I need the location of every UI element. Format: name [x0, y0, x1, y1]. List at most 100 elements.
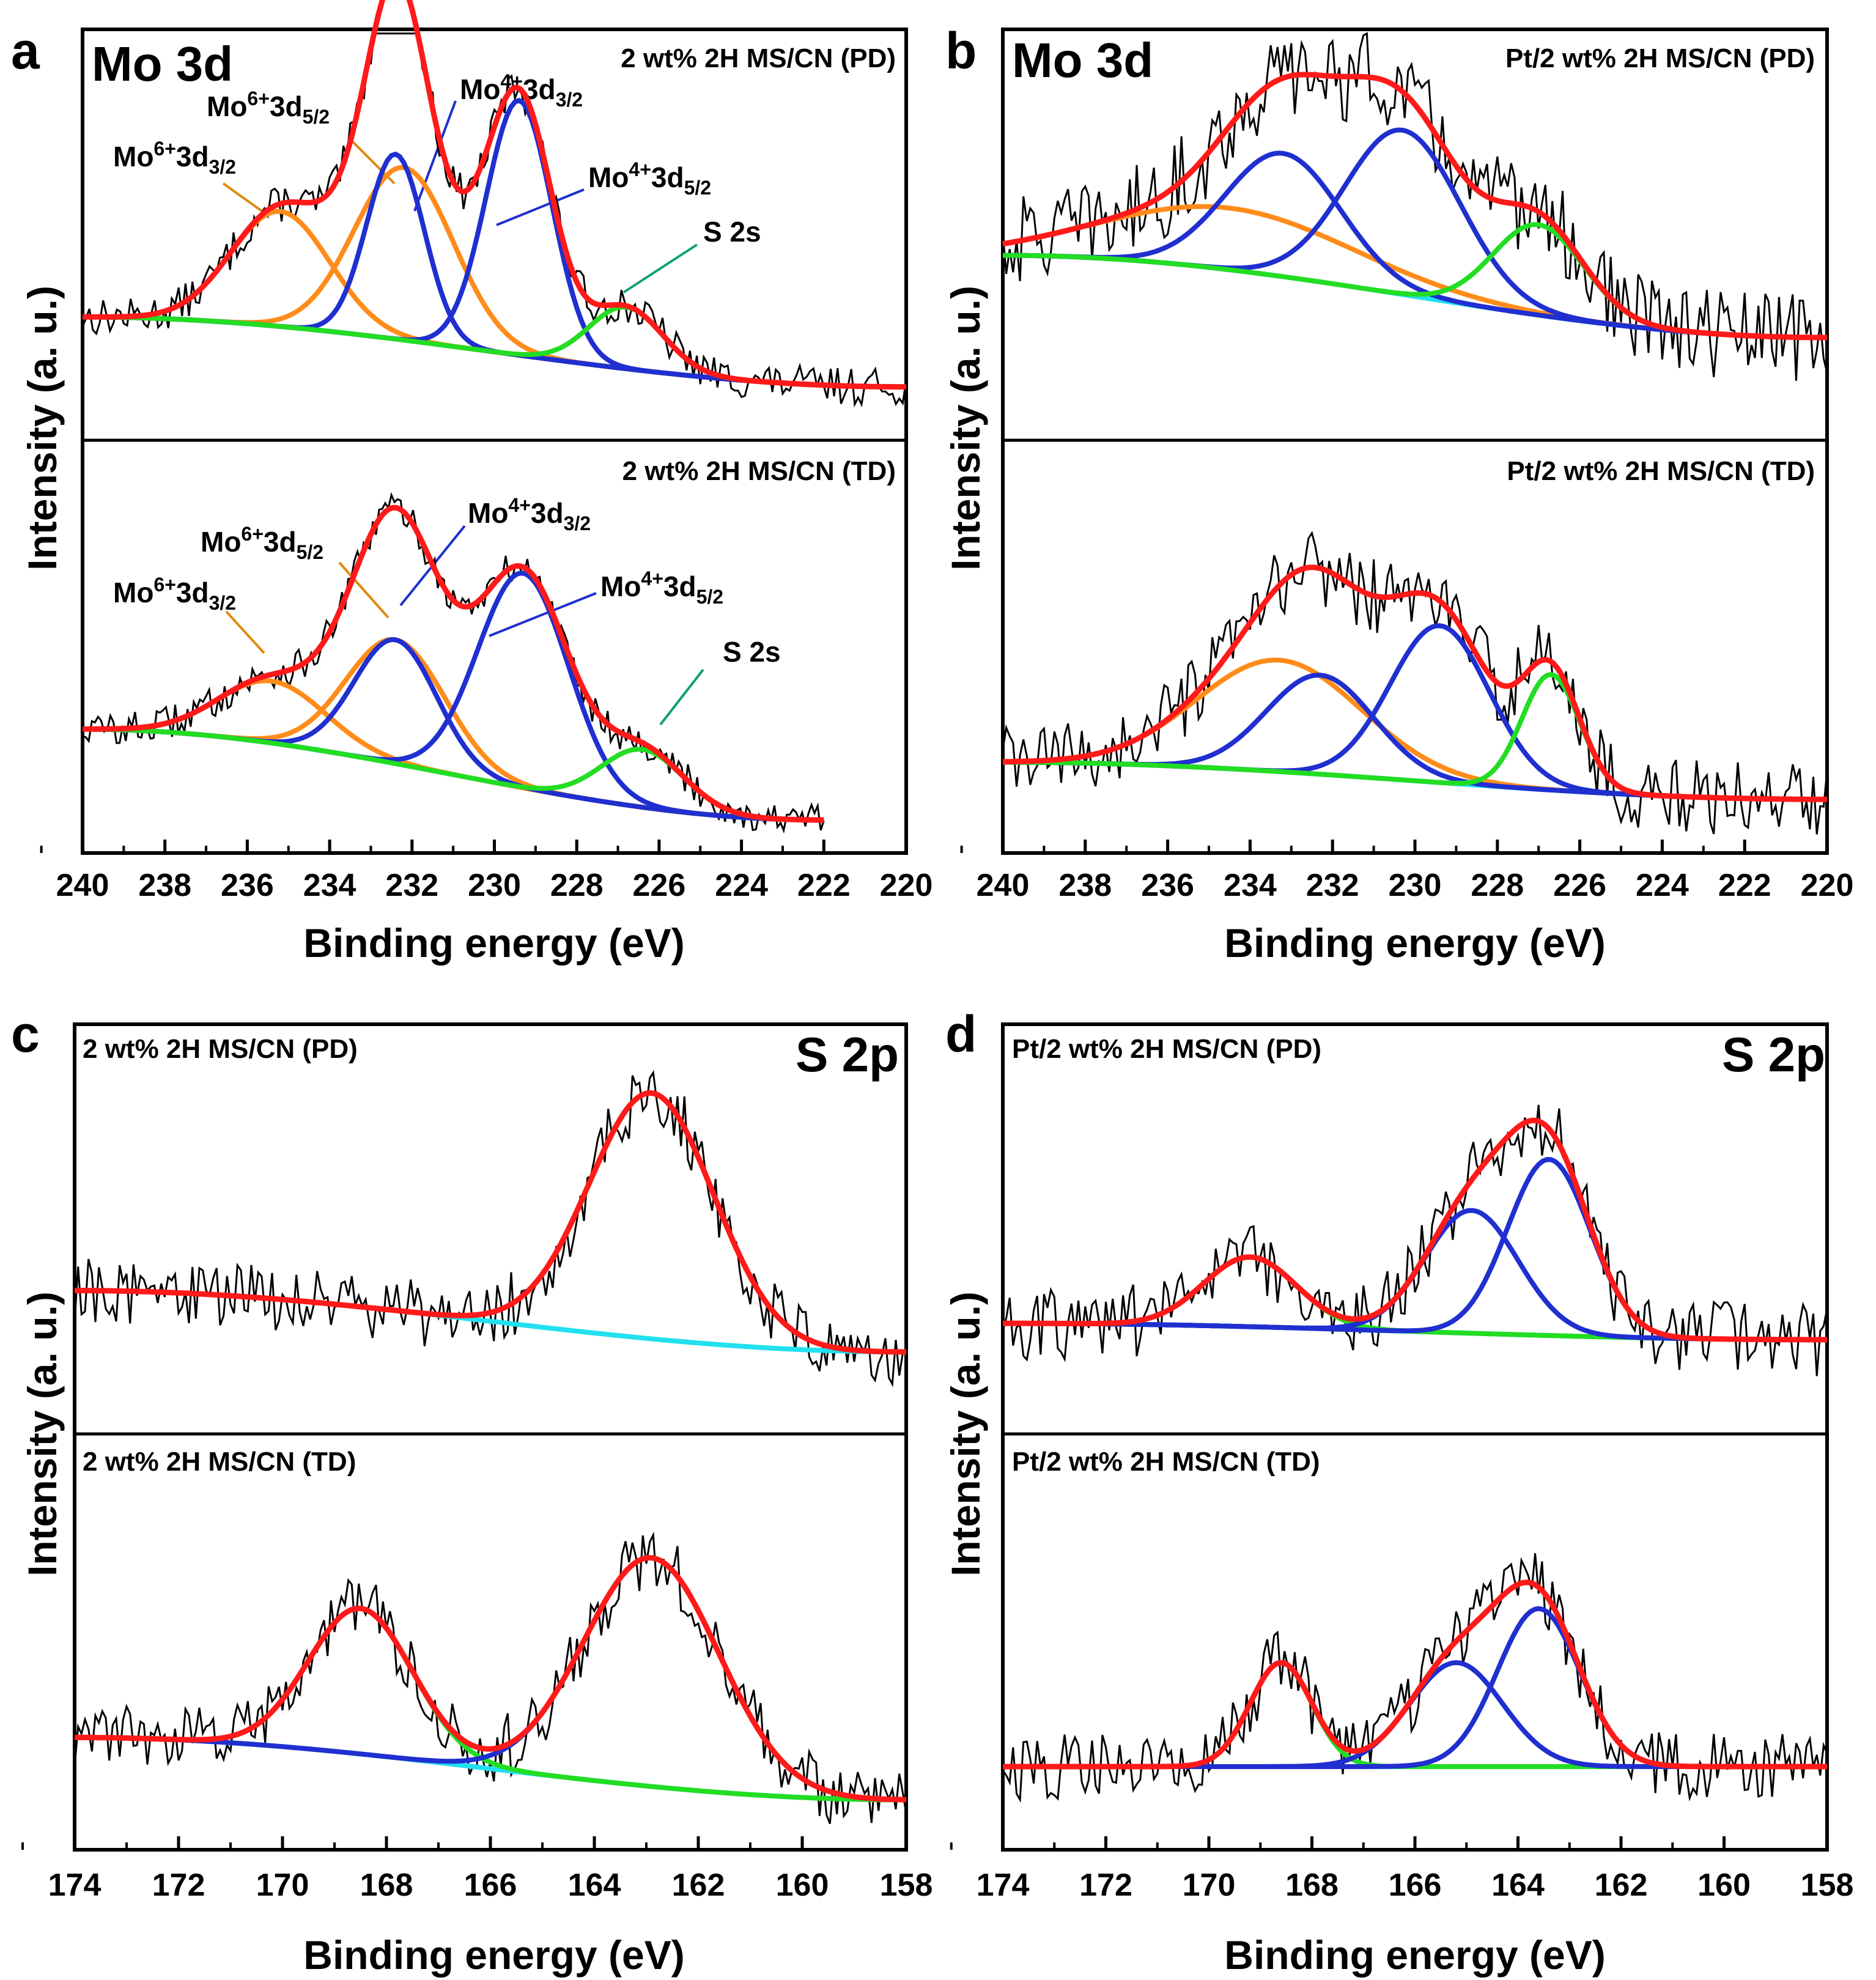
- x-tick-label: 158: [880, 1867, 933, 1903]
- annotation-mo4-3d52: Mo4+3d5/2: [588, 158, 711, 199]
- x-tick-label: 222: [797, 868, 851, 903]
- annotation-arrow: [225, 610, 265, 654]
- x-tick-label: 172: [1079, 1867, 1132, 1903]
- annotation-arrow: [489, 592, 597, 637]
- sample-label-d-bottom: Pt/2 wt% 2H MS/CN (TD): [1012, 1447, 1320, 1477]
- annotations-a-bottom: Mo6+3d3/2 Mo6+3d5/2 Mo4+3d3/2 Mo4+3d5/2 …: [113, 494, 781, 726]
- x-tick-label: 240: [977, 868, 1030, 903]
- x-tick-label: 240: [56, 868, 109, 903]
- x-tick-label: 162: [1595, 1867, 1648, 1903]
- sample-label-d-top: Pt/2 wt% 2H MS/CN (PD): [1012, 1034, 1321, 1064]
- x-tick-label: 224: [1636, 868, 1689, 903]
- raw-spectrum-a-1: [82, 492, 825, 834]
- x-tick-label: 168: [1285, 1867, 1339, 1903]
- raw-spectrum-d-1: [1002, 1553, 1828, 1803]
- fit-envelope-a-0: [83, 0, 906, 390]
- sample-label-a-bottom: 2 wt% 2H MS/CN (TD): [622, 456, 896, 486]
- x-tick-label: 226: [1553, 868, 1606, 903]
- annotation-s2s: S 2s: [703, 216, 761, 248]
- x-tick-label: 170: [1183, 1867, 1236, 1903]
- x-tick-label: 168: [360, 1867, 413, 1903]
- sample-label-c-top: 2 wt% 2H MS/CN (PD): [83, 1034, 358, 1064]
- region-label-d: S 2p: [1722, 1027, 1825, 1082]
- annotation-arrow: [496, 188, 585, 226]
- annotation-mo6-3d52: Mo6+3d5/2: [207, 87, 330, 128]
- region-label-c: S 2p: [796, 1027, 899, 1082]
- x-tick-label: 160: [776, 1867, 829, 1903]
- x-tick-label: 232: [1306, 868, 1359, 903]
- x-tick-label: 220: [1801, 868, 1854, 903]
- x-tick-label: 224: [715, 868, 768, 903]
- y-axis-title-a: Intensity (a. u.): [20, 286, 65, 571]
- x-tick-label: 170: [256, 1867, 309, 1903]
- x-axis-title-c: Binding energy (eV): [303, 1932, 684, 1978]
- x-tick-label: 230: [1389, 868, 1442, 903]
- x-tick-label: 234: [303, 868, 356, 903]
- annotation-mo6-3d32: Mo6+3d3/2: [113, 138, 236, 178]
- raw-spectrum-d-0: [1002, 1104, 1828, 1376]
- x-tick-label: 228: [1471, 868, 1524, 903]
- x-tick-label: 222: [1718, 868, 1771, 903]
- raw-spectrum-b-1: [1002, 531, 1828, 835]
- x-tick-label: 228: [550, 868, 604, 903]
- panel-letter-c: c: [11, 1005, 40, 1063]
- fit-envelope-d-0: [1003, 1117, 1827, 1343]
- x-tick-label: 164: [1491, 1867, 1545, 1903]
- y-axis-title-b: Intensity (a. u.): [943, 286, 988, 571]
- x-tick-label: 232: [385, 868, 438, 903]
- region-label-b: Mo 3d: [1012, 33, 1153, 87]
- annotations-a-top: Mo6+3d3/2 Mo6+3d5/2 Mo4+3d3/2 Mo4+3d5/2 …: [113, 70, 761, 294]
- x-tick-label: 226: [633, 868, 686, 903]
- x-tick-label: 238: [138, 868, 191, 903]
- panel-letter-d: d: [945, 1005, 977, 1063]
- fit-envelope-b-0: [1002, 72, 1827, 341]
- raw-spectrum-b-0: [1002, 32, 1828, 381]
- sample-label-c-bottom: 2 wt% 2H MS/CN (TD): [83, 1447, 356, 1477]
- annotation-arrow: [413, 100, 457, 212]
- sample-label-b-bottom: Pt/2 wt% 2H MS/CN (TD): [1507, 456, 1815, 486]
- x-tick-label: 230: [468, 868, 521, 903]
- annotation-mo4-3d32: Mo4+3d3/2: [468, 494, 591, 534]
- x-tick-label: 160: [1697, 1867, 1751, 1903]
- x-tick-label: 166: [464, 1867, 517, 1903]
- fit-envelope-c-0: [75, 1090, 906, 1355]
- fit-envelope-c-1: [75, 1554, 907, 1803]
- x-tick-label: 220: [880, 868, 933, 903]
- raw-spectrum-a-0: [81, 32, 907, 408]
- sample-label-a-top: 2 wt% 2H MS/CN (PD): [621, 43, 896, 73]
- y-axis-title-c: Intensity (a. u.): [20, 1291, 65, 1576]
- x-tick-label: 174: [977, 1867, 1030, 1903]
- x-tick-label: 236: [1141, 868, 1194, 903]
- x-tick-label: 174: [48, 1867, 102, 1903]
- annotation-s2s: S 2s: [723, 636, 781, 668]
- panel-letter-b: b: [945, 22, 977, 79]
- x-tick-label: 234: [1224, 868, 1277, 903]
- annotation-mo6-3d32: Mo6+3d3/2: [113, 574, 236, 614]
- annotation-arrow: [622, 243, 698, 294]
- x-tick-label: 162: [672, 1867, 725, 1903]
- x-tick-label: 172: [152, 1867, 205, 1903]
- x-tick-label: 158: [1801, 1867, 1854, 1903]
- y-axis-title-d: Intensity (a. u.): [943, 1291, 988, 1576]
- x-tick-label: 166: [1389, 1867, 1442, 1903]
- x-tick-label: 238: [1058, 868, 1112, 903]
- x-axis-title-d: Binding energy (eV): [1224, 1932, 1605, 1978]
- annotation-arrow: [222, 182, 263, 212]
- annotation-mo6-3d52: Mo6+3d5/2: [201, 523, 323, 563]
- annotation-arrow: [338, 561, 390, 619]
- sample-label-b-top: Pt/2 wt% 2H MS/CN (PD): [1505, 43, 1815, 73]
- annotation-arrow: [659, 668, 704, 726]
- plot-layer: 240 238 236 234 232 230 228 226 224 222 220 240 238 2…: [21, 0, 1854, 1903]
- annotation-mo4-3d52: Mo4+3d5/2: [600, 567, 723, 608]
- x-tick-label: 164: [568, 1867, 621, 1903]
- x-axis-title-a: Binding energy (eV): [303, 920, 684, 966]
- region-label-a: Mo 3d: [92, 37, 233, 91]
- x-tick-label: 236: [221, 868, 274, 903]
- fit-envelope-d-1: [1003, 1579, 1827, 1770]
- panel-letter-a: a: [11, 22, 40, 79]
- fit-envelope-a-1: [83, 504, 824, 823]
- fit-envelope-b-1: [1002, 564, 1827, 802]
- x-axis-title-b: Binding energy (eV): [1224, 920, 1605, 966]
